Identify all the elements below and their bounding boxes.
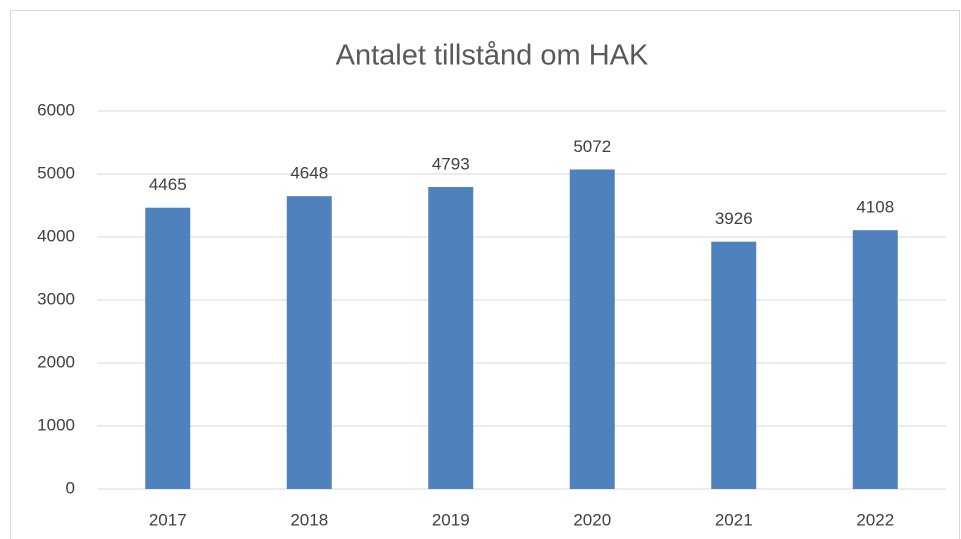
y-tick-label: 6000 <box>37 100 75 119</box>
chart-title: Antalet tillstånd om HAK <box>336 40 649 72</box>
bar <box>711 241 757 489</box>
y-tick-label: 0 <box>66 478 75 497</box>
bar <box>428 187 474 489</box>
y-tick-label: 4000 <box>37 226 75 245</box>
data-label: 4648 <box>290 164 328 183</box>
bar <box>569 169 615 490</box>
y-tick-label: 1000 <box>37 415 75 434</box>
data-label: 4465 <box>149 175 187 194</box>
y-tick-label: 2000 <box>37 352 75 371</box>
x-tick-label: 2022 <box>856 510 894 529</box>
bar <box>286 196 332 489</box>
data-label: 5072 <box>573 137 611 156</box>
bar <box>145 207 191 489</box>
data-label: 3926 <box>715 209 753 228</box>
bar <box>852 230 898 490</box>
y-tick-label: 5000 <box>37 163 75 182</box>
data-label: 4108 <box>856 198 894 217</box>
x-tick-label: 2019 <box>432 510 470 529</box>
y-tick-label: 3000 <box>37 289 75 308</box>
x-tick-label: 2017 <box>149 510 187 529</box>
x-tick-label: 2021 <box>715 510 753 529</box>
x-tick-label: 2018 <box>290 510 328 529</box>
data-label: 4793 <box>432 155 470 174</box>
x-tick-label: 2020 <box>573 510 611 529</box>
